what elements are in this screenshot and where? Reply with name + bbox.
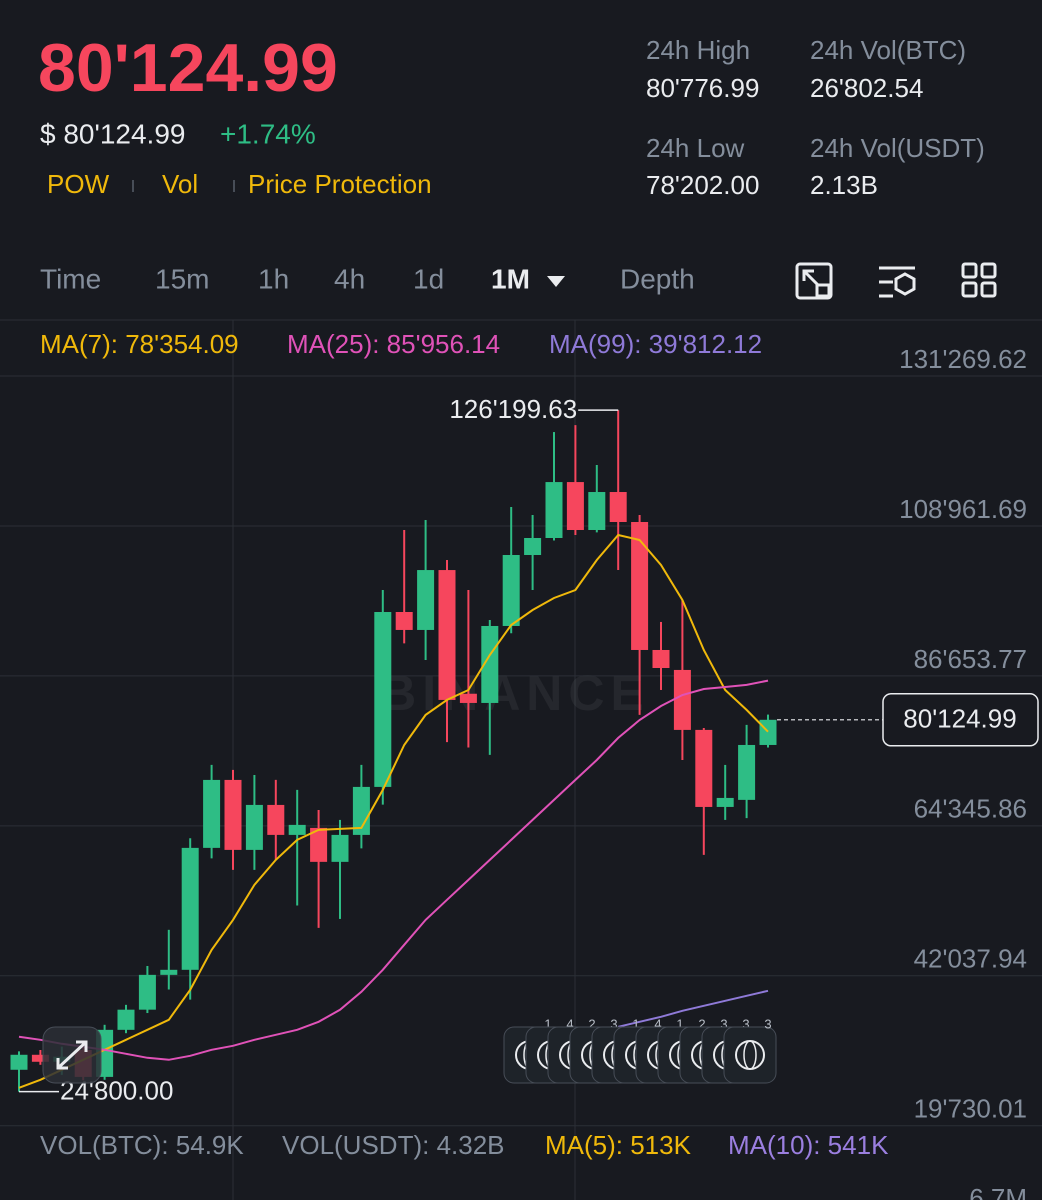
ma-line	[18, 533, 769, 1089]
event-count: 1	[676, 1016, 683, 1031]
last-price-label: 80'124.99	[903, 704, 1016, 734]
candle-body	[203, 779, 221, 848]
stat-label: 24h Low	[646, 133, 745, 163]
candle-body	[117, 1009, 135, 1030]
dropdown-caret[interactable]	[547, 276, 565, 287]
stat-value: 26'802.54	[810, 73, 923, 103]
candle-body	[10, 1054, 28, 1070]
legend-entry: MA(99): 39'812.12	[549, 329, 762, 359]
interval-tab[interactable]: Time	[40, 263, 101, 294]
event-count: 3	[742, 1016, 749, 1031]
candle-body	[331, 834, 349, 862]
y-tick-label: 108'961.69	[899, 494, 1027, 524]
expand-button[interactable]	[42, 1026, 102, 1084]
interval-tab[interactable]: 1M	[491, 263, 530, 294]
fullscreen-icon[interactable]	[795, 262, 833, 300]
candle-body	[310, 827, 328, 862]
candle-body	[138, 974, 156, 1010]
interval-tab[interactable]: 15m	[155, 263, 209, 294]
candle-body	[566, 482, 584, 530]
settings-icon[interactable]	[879, 266, 916, 298]
tag[interactable]: Vol	[162, 169, 198, 199]
event-count: 2	[588, 1016, 595, 1031]
candle-body	[181, 847, 199, 970]
watermark: BINANCE	[380, 665, 650, 721]
candle-body	[459, 693, 477, 703]
candle-body	[481, 625, 499, 703]
volume-tick-label: 6.7M	[969, 1183, 1027, 1200]
event-count: 2	[698, 1016, 705, 1031]
candle-body	[502, 555, 520, 626]
last-price: 80'124.99	[38, 30, 338, 106]
candle-body	[288, 824, 306, 835]
candle-body	[352, 786, 370, 835]
event-count: 3	[720, 1016, 727, 1031]
y-tick-label: 86'653.77	[914, 644, 1027, 674]
candle-body	[224, 779, 242, 850]
tag[interactable]: POW	[47, 169, 110, 199]
price-change: +1.74%	[220, 118, 316, 149]
y-tick-label: 131'269.62	[899, 344, 1027, 374]
event-globe-meridian	[743, 1040, 757, 1070]
candle-body	[267, 804, 285, 835]
max-label: 126'199.63	[449, 394, 577, 424]
candle-body	[545, 482, 563, 538]
volume-legend: VOL(USDT): 4.32B	[282, 1130, 505, 1160]
candle-body	[524, 537, 542, 556]
candle-body	[245, 804, 263, 850]
candle-body	[31, 1054, 49, 1062]
y-tick-label: 42'037.94	[914, 944, 1027, 974]
candle-body	[609, 492, 627, 522]
event-count: 3	[610, 1016, 617, 1031]
stat-label: 24h Vol(USDT)	[810, 133, 985, 163]
candle-body	[160, 969, 178, 975]
candle-body	[652, 649, 670, 668]
legend-entry: MA(25): 85'956.14	[287, 329, 500, 359]
y-tick-label: 64'345.86	[914, 794, 1027, 824]
event-count: 4	[654, 1016, 661, 1031]
stat-value: 80'776.99	[646, 73, 759, 103]
y-tick-label: 19'730.01	[914, 1094, 1027, 1124]
candle-body	[716, 797, 734, 807]
event-count: 4	[566, 1016, 573, 1031]
stat-value: 78'202.00	[646, 170, 759, 200]
volume-legend: VOL(BTC): 54.9K	[40, 1130, 244, 1160]
stat-value: 2.13B	[810, 170, 878, 200]
candle-body	[631, 521, 649, 650]
tag[interactable]: Price Protection	[248, 169, 432, 199]
interval-tab[interactable]: 1h	[258, 263, 289, 294]
interval-tab[interactable]: 1d	[413, 263, 444, 294]
event-chip[interactable]	[723, 1026, 777, 1084]
layout-icon[interactable]	[961, 262, 997, 298]
volume-legend: MA(5): 513K	[545, 1130, 692, 1160]
usd-price: $ 80'124.99	[40, 118, 185, 149]
last-price-box	[882, 693, 1039, 747]
legend-entry: MA(7): 78'354.09	[40, 329, 239, 359]
candle-body	[673, 669, 691, 730]
toolbar-icons	[795, 262, 997, 300]
stat-label: 24h High	[646, 35, 750, 65]
candle-body	[588, 492, 606, 530]
plot-area: BINANCE 19'730.01 42'037.94 64'345.86 86'653…	[0, 344, 1042, 1127]
candle-body	[438, 570, 456, 700]
candle-body	[395, 612, 413, 630]
volume-legend: MA(10): 541K	[728, 1130, 889, 1160]
event-count: 1	[544, 1016, 551, 1031]
candle-body	[417, 570, 435, 630]
candle-body	[695, 729, 713, 807]
ma-line	[617, 989, 769, 1028]
stat-label: 24h Vol(BTC)	[810, 35, 966, 65]
interval-tab[interactable]: Depth	[620, 263, 695, 294]
event-count: 1	[632, 1016, 639, 1031]
candle-body	[374, 612, 392, 787]
interval-tab[interactable]: 4h	[334, 263, 365, 294]
event-count: 3	[764, 1016, 771, 1031]
candle-body	[759, 719, 777, 745]
ma-line	[18, 679, 769, 1061]
candle-body	[738, 744, 756, 800]
